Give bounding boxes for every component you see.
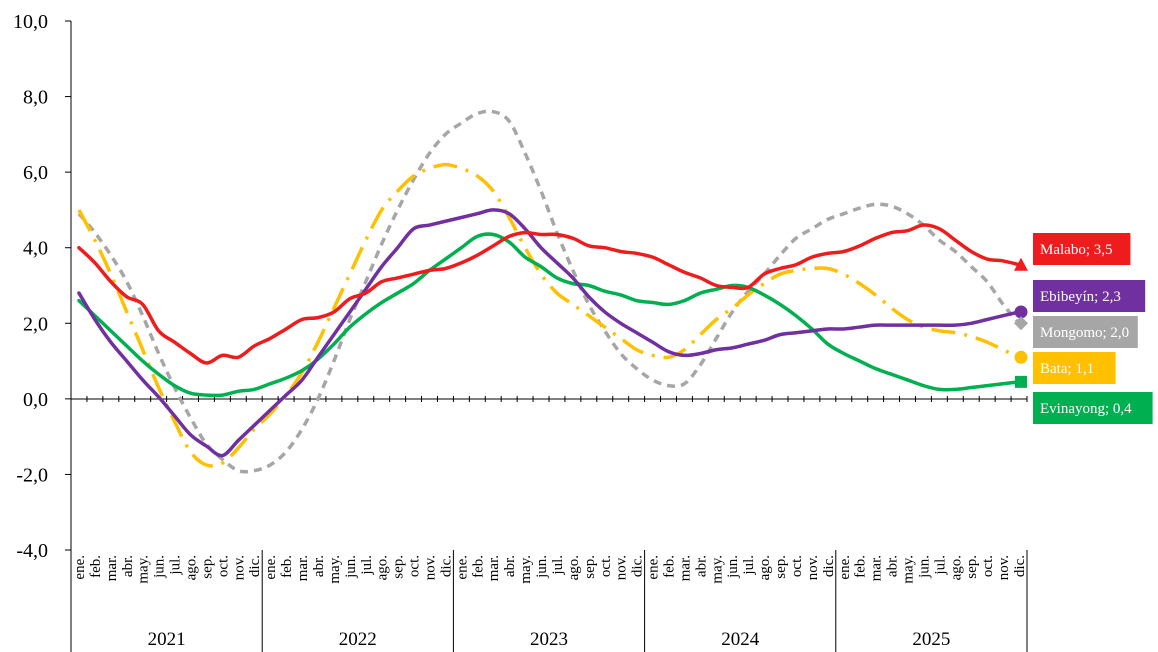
month-label: ene. — [454, 555, 470, 580]
end-label-box-mongomo — [1033, 316, 1138, 348]
year-label: 2022 — [339, 629, 377, 650]
series-line-malabo — [77, 223, 1021, 365]
month-label: nov. — [423, 555, 439, 580]
month-label: abr. — [502, 555, 518, 577]
month-label: oct. — [407, 555, 423, 577]
end-label-box-malabo — [1033, 233, 1131, 265]
month-label: mar. — [677, 555, 693, 581]
month-label: feb. — [88, 555, 104, 578]
month-label: mar. — [104, 555, 120, 581]
month-label: nov. — [614, 555, 630, 580]
y-tick-label: -4,0 — [16, 540, 48, 562]
month-label: nov. — [996, 555, 1012, 580]
month-label: oct. — [980, 555, 996, 577]
end-label-malabo: Malabo; 3,5 — [1040, 242, 1113, 258]
month-label: abr. — [311, 555, 327, 577]
month-label: may. — [327, 555, 343, 584]
year-label: 2023 — [530, 629, 568, 650]
series-end-labels: Malabo; 3,5 Ebibeyín; 2,3 Mongomo; 2,0 Bata… — [1033, 233, 1153, 424]
series-lines — [77, 109, 1021, 474]
month-label: abr. — [885, 555, 901, 577]
y-tick-label: 4,0 — [23, 238, 48, 260]
end-marker-bata — [1014, 350, 1028, 364]
y-tick-label: 8,0 — [23, 87, 48, 109]
month-label: ago. — [757, 555, 773, 580]
axes: 10,0 8,0 6,0 4,0 2,0 0,0 -2,0 -4,0 2021 2022 2023 2… — [13, 11, 1028, 652]
end-marker-ebibeyn — [1014, 305, 1028, 319]
month-label: dic. — [630, 555, 646, 577]
y-tick-label: 6,0 — [23, 162, 48, 184]
end-marker-evinayong — [1015, 375, 1027, 388]
month-label: ene. — [646, 555, 662, 580]
month-label: mar. — [295, 555, 311, 581]
y-tick-label: 10,0 — [13, 11, 48, 33]
month-label: jun. — [534, 555, 550, 579]
month-label: jul. — [168, 555, 184, 576]
month-label: ago. — [375, 555, 391, 580]
y-tick-label: 2,0 — [23, 313, 48, 335]
end-marker-mongomo — [1014, 316, 1028, 331]
month-label: nov. — [231, 555, 247, 580]
y-tick-label: -2,0 — [16, 464, 48, 486]
month-label: jul. — [741, 555, 757, 576]
end-label-box-bata — [1033, 352, 1116, 384]
month-label: ago. — [566, 555, 582, 580]
month-label: sep. — [199, 555, 215, 579]
month-label: ago. — [948, 555, 964, 580]
month-label: feb. — [853, 555, 869, 578]
month-label: ago. — [184, 555, 200, 580]
month-label: feb. — [279, 555, 295, 578]
month-label: abr. — [693, 555, 709, 577]
month-label: ene. — [837, 555, 853, 580]
series-end-markers — [1014, 257, 1028, 388]
month-label: oct. — [215, 555, 231, 577]
month-label: jul. — [932, 555, 948, 576]
month-label: jul. — [359, 555, 375, 576]
month-label: ene. — [72, 555, 88, 580]
month-label: mar. — [486, 555, 502, 581]
month-label: dic. — [821, 555, 837, 577]
year-label: 2025 — [912, 629, 950, 650]
month-label: oct. — [598, 555, 614, 577]
month-label: dic. — [247, 555, 263, 577]
month-label: may. — [518, 555, 534, 584]
year-label: 2024 — [721, 629, 760, 650]
month-label: nov. — [805, 555, 821, 580]
month-label: sep. — [773, 555, 789, 579]
series-line-mongomo — [77, 109, 1021, 474]
month-label: sep. — [582, 555, 598, 579]
month-label: jun. — [152, 555, 168, 579]
month-label: abr. — [120, 555, 136, 577]
month-label: may. — [709, 555, 725, 584]
y-tick-label: 0,0 — [23, 389, 48, 411]
series-line-bata — [77, 162, 1020, 468]
end-label-ebibeyn: Ebibeyín; 2,3 — [1040, 289, 1121, 305]
month-label: may. — [901, 555, 917, 584]
month-label: oct. — [789, 555, 805, 577]
end-label-box-ebibeyn — [1033, 280, 1146, 312]
month-label: jun. — [343, 555, 359, 579]
end-marker-malabo — [1014, 257, 1028, 271]
end-label-mongomo: Mongomo; 2,0 — [1040, 325, 1129, 341]
month-label: ene. — [263, 555, 279, 580]
series-line-ebibeyn — [77, 208, 1021, 458]
month-label: sep. — [391, 555, 407, 579]
end-label-bata: Bata; 1,1 — [1040, 361, 1094, 377]
month-label: may. — [136, 555, 152, 584]
month-label: sep. — [964, 555, 980, 579]
month-label: mar. — [869, 555, 885, 581]
month-label: jun. — [916, 555, 932, 579]
end-label-evinayong: Evinayong; 0,4 — [1040, 401, 1132, 417]
month-label: jul. — [550, 555, 566, 576]
series-line-evinayong — [77, 232, 1021, 398]
month-label: dic. — [1012, 555, 1028, 577]
month-label: jun. — [725, 555, 741, 579]
month-label: feb. — [662, 555, 678, 578]
month-label: dic. — [438, 555, 454, 577]
end-label-box-evinayong — [1033, 392, 1153, 424]
month-label: feb. — [470, 555, 486, 578]
year-label: 2021 — [148, 629, 186, 650]
